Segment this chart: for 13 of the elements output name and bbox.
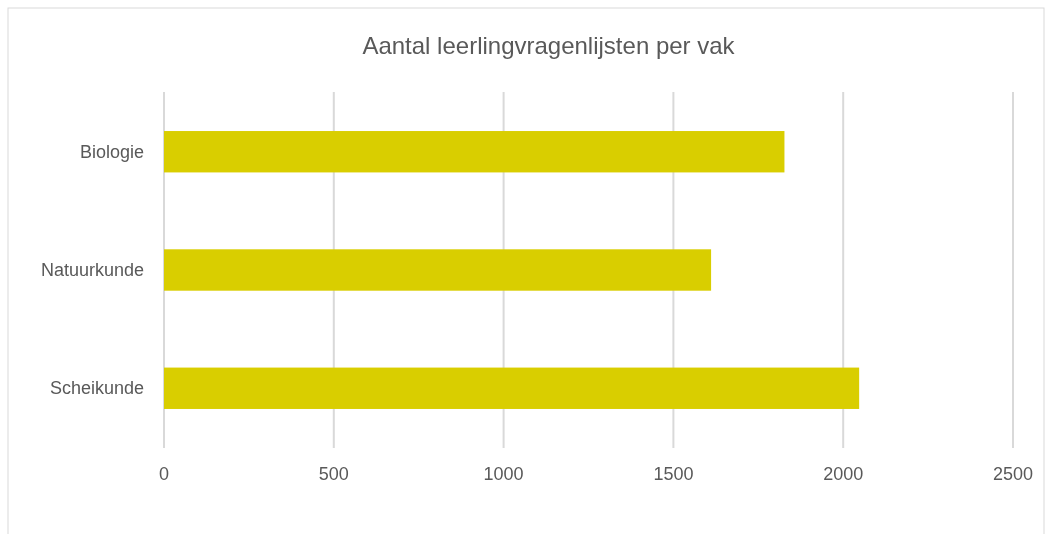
x-tick-label: 1000 bbox=[483, 464, 524, 484]
x-tick-label: 0 bbox=[158, 464, 170, 484]
y-tick-label: Natuurkunde bbox=[40, 260, 144, 280]
y-tick-label: Biologie bbox=[79, 141, 144, 162]
bar bbox=[164, 249, 712, 291]
x-tick-label: 1500 bbox=[653, 464, 694, 484]
x-tick-label: 2500 bbox=[992, 464, 1034, 484]
x-tick-label: 2000 bbox=[823, 464, 864, 484]
chart-title: Aantal leerlingvragenlijsten per vak bbox=[362, 32, 736, 59]
bar bbox=[164, 367, 860, 409]
bar bbox=[164, 131, 785, 173]
x-tick-label: 500 bbox=[318, 464, 349, 484]
y-tick-label: Scheikunde bbox=[49, 378, 144, 399]
